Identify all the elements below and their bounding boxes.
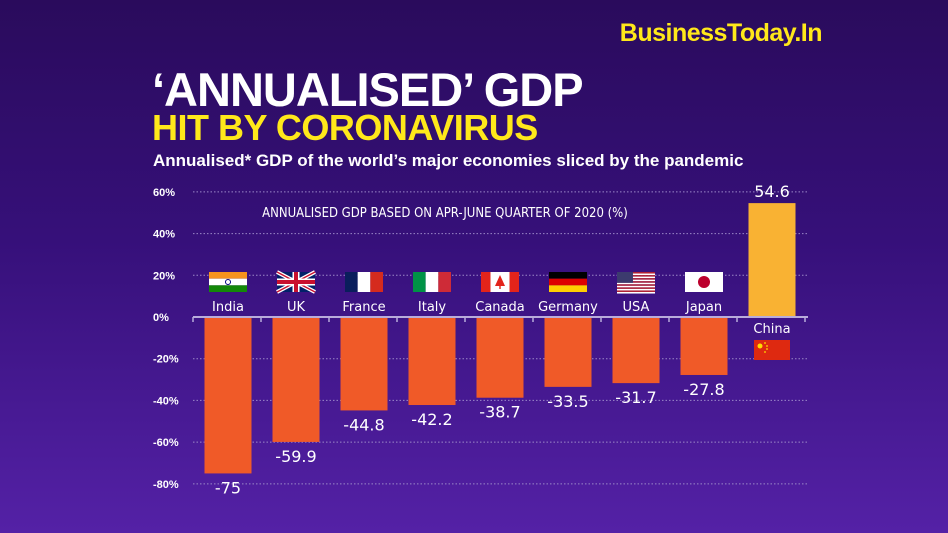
value-label: -27.8 bbox=[683, 380, 724, 399]
y-tick-label: 60% bbox=[153, 187, 175, 199]
y-tick-label: -20% bbox=[153, 354, 179, 366]
category-label: Canada bbox=[475, 300, 524, 315]
bar-china bbox=[748, 203, 796, 317]
value-label: -44.8 bbox=[343, 415, 384, 434]
y-tick-label: -40% bbox=[153, 395, 179, 407]
y-tick-label: -80% bbox=[153, 479, 179, 491]
france-flag-icon bbox=[345, 272, 383, 292]
italy-flag-icon bbox=[413, 272, 451, 292]
y-tick-label: -60% bbox=[153, 437, 179, 449]
bars: -75 India -59.9 UK -44.8 France -42.2 Italy -38.… bbox=[204, 182, 796, 497]
brand-logo: BusinessToday.In bbox=[620, 19, 822, 47]
category-label: Japan bbox=[685, 300, 722, 315]
category-label: China bbox=[753, 322, 790, 337]
bar-india bbox=[204, 317, 252, 474]
bar-group-germany: -33.5 Germany bbox=[538, 272, 598, 411]
bar-usa bbox=[612, 317, 660, 384]
bar-group-japan: -27.8 Japan bbox=[680, 272, 728, 399]
canada-flag-icon bbox=[481, 272, 519, 292]
value-label: -75 bbox=[215, 478, 241, 497]
bar-canada bbox=[476, 317, 524, 398]
bar-italy bbox=[408, 317, 456, 406]
bar-group-uk: -59.9 UK bbox=[272, 270, 320, 466]
category-label: Italy bbox=[418, 300, 447, 315]
subtitle: Annualised* GDP of the world’s major eco… bbox=[153, 151, 743, 170]
bar-group-france: -44.8 France bbox=[340, 272, 388, 434]
bar-uk bbox=[272, 317, 320, 442]
bar-germany bbox=[544, 317, 592, 387]
bar-france bbox=[340, 317, 388, 411]
page-title-line2: HIT BY CORONAVIRUS bbox=[152, 107, 538, 148]
usa-flag-icon bbox=[617, 272, 655, 294]
india-flag-icon bbox=[209, 272, 247, 292]
category-label: India bbox=[212, 300, 244, 315]
value-label: -31.7 bbox=[615, 388, 656, 407]
value-label: -42.2 bbox=[411, 410, 452, 429]
uk-flag-icon bbox=[276, 270, 316, 294]
japan-flag-icon bbox=[685, 272, 723, 292]
category-label: France bbox=[342, 300, 385, 315]
y-tick-label: 0% bbox=[153, 312, 169, 324]
bar-group-usa: -31.7 USA bbox=[612, 272, 660, 407]
germany-flag-icon bbox=[549, 272, 587, 292]
value-label: -59.9 bbox=[275, 447, 316, 466]
china-flag-icon bbox=[754, 340, 790, 360]
bar-japan bbox=[680, 317, 728, 375]
bar-group-china: 54.6 China bbox=[748, 182, 796, 360]
chart-title: ANNUALISED GDP BASED ON APR-JUNE QUARTER… bbox=[262, 206, 628, 221]
y-tick-label: 40% bbox=[153, 229, 175, 241]
value-label: 54.6 bbox=[754, 182, 790, 201]
y-tick-label: 20% bbox=[153, 270, 175, 282]
category-label: USA bbox=[623, 300, 650, 315]
zero-axis bbox=[192, 316, 808, 322]
bar-group-italy: -42.2 Italy bbox=[408, 272, 456, 429]
y-axis: 60% 40% 20% 0% -20% -40% -60% -80% bbox=[153, 187, 179, 491]
bar-group-canada: -38.7 Canada bbox=[475, 272, 525, 422]
value-label: -33.5 bbox=[547, 392, 588, 411]
category-label: UK bbox=[287, 300, 306, 315]
value-label: -38.7 bbox=[479, 403, 520, 422]
bar-group-india: -75 India bbox=[204, 272, 252, 497]
category-label: Germany bbox=[538, 300, 598, 315]
page-title: ‘ANNUALISED’ GDP bbox=[152, 63, 583, 116]
